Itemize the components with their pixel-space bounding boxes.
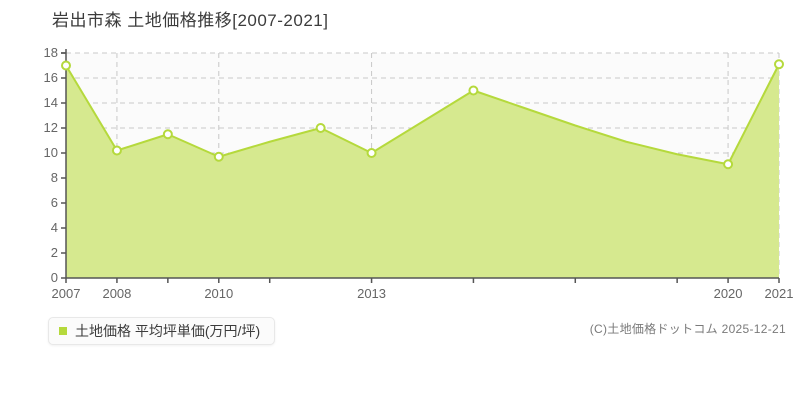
x-axis-tick-label: 2013 bbox=[357, 286, 387, 301]
x-axis-tick-label: 2010 bbox=[204, 286, 234, 301]
data-point-markers bbox=[61, 59, 784, 170]
area-fill bbox=[66, 64, 779, 278]
axis-lines bbox=[65, 49, 779, 279]
y-axis-tick-label: 10 bbox=[43, 145, 58, 160]
y-axis-tick-label: 0 bbox=[50, 270, 58, 285]
y-axis-tick-label: 8 bbox=[50, 170, 58, 185]
y-axis-tick-label: 4 bbox=[50, 220, 58, 235]
x-axis-tick-label: 2021 bbox=[764, 286, 794, 301]
y-axis-tick-label: 12 bbox=[43, 120, 58, 135]
legend-label: 土地価格 平均坪単価(万円/坪) bbox=[75, 323, 261, 339]
legend-swatch-icon bbox=[59, 327, 67, 335]
series-line bbox=[65, 63, 780, 166]
chart-title: 岩出市森 土地価格推移[2007-2021] bbox=[52, 11, 329, 30]
x-axis-tick-label: 2007 bbox=[51, 286, 81, 301]
x-axis-tick-label: 2020 bbox=[713, 286, 743, 301]
axis-ticks bbox=[61, 52, 780, 283]
y-axis-tick-label: 2 bbox=[50, 245, 58, 260]
chart-legend: 土地価格 平均坪単価(万円/坪) bbox=[48, 317, 276, 345]
y-axis-tick-label: 6 bbox=[50, 195, 58, 210]
y-axis-tick-label: 16 bbox=[43, 70, 58, 85]
y-axis-tick-label: 14 bbox=[43, 95, 58, 110]
x-axis-tick-label: 2008 bbox=[102, 286, 132, 301]
copyright-credit: (C)土地価格ドットコム 2025-12-21 bbox=[589, 322, 786, 336]
y-axis-tick-label: 18 bbox=[43, 45, 58, 60]
